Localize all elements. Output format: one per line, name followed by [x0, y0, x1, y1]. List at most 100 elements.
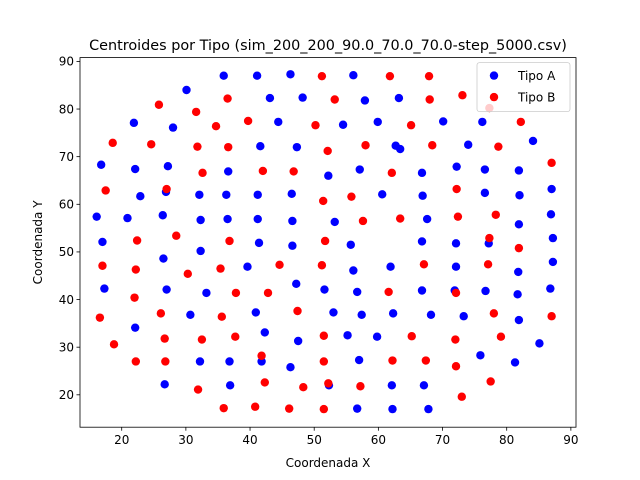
legend-marker-tipo-b	[489, 92, 499, 102]
point-tipo-a-85	[357, 310, 366, 319]
point-tipo-b-48	[483, 260, 493, 269]
point-tipo-b-8	[458, 91, 467, 100]
y-tick-label-90: 90	[59, 55, 74, 69]
x-axis-label: Coordenada X	[286, 456, 371, 470]
point-tipo-a-35	[195, 190, 204, 199]
x-tick-label-60: 60	[371, 433, 386, 447]
point-tipo-a-45	[158, 211, 167, 220]
point-tipo-b-77	[193, 385, 203, 394]
point-tipo-a-50	[330, 217, 339, 227]
point-tipo-a-86	[388, 309, 398, 318]
point-tipo-a-54	[98, 237, 107, 247]
point-tipo-a-59	[417, 237, 427, 246]
point-tipo-a-83	[251, 308, 261, 317]
point-tipo-a-33	[136, 192, 145, 201]
point-tipo-a-104	[387, 381, 397, 390]
point-tipo-a-69	[548, 257, 558, 267]
y-tick-label-30: 30	[59, 340, 74, 354]
point-tipo-a-73	[292, 279, 301, 289]
point-tipo-a-89	[514, 315, 524, 325]
point-tipo-a-105	[419, 381, 429, 390]
point-tipo-a-8	[394, 93, 404, 103]
point-tipo-a-16	[528, 136, 538, 146]
point-tipo-a-101	[286, 362, 295, 372]
point-tipo-b-15	[406, 121, 416, 130]
point-tipo-b-7	[425, 95, 434, 104]
point-tipo-b-61	[547, 312, 556, 321]
point-tipo-b-70	[131, 357, 141, 366]
point-tipo-b-80	[324, 379, 333, 388]
point-tipo-a-76	[417, 286, 427, 295]
point-tipo-a-39	[378, 190, 387, 199]
point-tipo-a-58	[346, 240, 355, 249]
point-tipo-b-60	[489, 309, 499, 318]
point-tipo-b-20	[361, 141, 370, 150]
point-tipo-a-41	[480, 188, 490, 198]
point-tipo-a-17	[96, 160, 106, 169]
point-tipo-a-78	[513, 290, 522, 299]
point-tipo-a-15	[478, 117, 487, 127]
point-tipo-a-108	[388, 404, 397, 414]
point-tipo-a-84	[329, 308, 338, 317]
point-tipo-a-31	[514, 166, 524, 175]
point-tipo-a-106	[510, 358, 520, 367]
point-tipo-b-71	[161, 357, 170, 366]
point-tipo-a-93	[372, 332, 382, 341]
point-tipo-a-97	[195, 357, 205, 366]
y-tick-label-60: 60	[59, 198, 74, 212]
point-tipo-a-24	[355, 165, 364, 174]
point-tipo-b-56	[95, 313, 105, 322]
point-tipo-a-0	[219, 71, 228, 80]
point-tipo-b-10	[108, 138, 117, 148]
point-tipo-a-51	[422, 214, 432, 224]
point-tipo-a-7	[360, 96, 370, 105]
x-tick-label-40: 40	[242, 433, 257, 447]
point-tipo-b-74	[388, 356, 397, 365]
point-tipo-a-36	[222, 190, 231, 199]
legend-label-tipo-a: Tipo A	[517, 69, 556, 83]
point-tipo-b-24	[258, 166, 268, 176]
point-tipo-a-27	[417, 168, 427, 178]
legend-marker-tipo-a	[489, 71, 499, 80]
point-tipo-b-59	[293, 306, 302, 316]
point-tipo-b-1	[385, 71, 395, 81]
point-tipo-b-86	[284, 404, 294, 413]
point-tipo-a-10	[168, 123, 178, 132]
point-tipo-b-58	[217, 312, 227, 321]
point-tipo-b-54	[384, 287, 393, 297]
point-tipo-b-46	[317, 261, 327, 270]
point-tipo-b-51	[130, 293, 139, 302]
point-tipo-b-52	[231, 288, 241, 298]
point-tipo-a-63	[159, 254, 168, 263]
point-tipo-a-62	[548, 233, 558, 243]
point-tipo-a-70	[100, 284, 109, 293]
x-tick-label-90: 90	[563, 433, 578, 447]
point-tipo-b-68	[451, 335, 460, 344]
point-tipo-b-28	[101, 186, 110, 195]
x-tick-label-20: 20	[114, 433, 129, 447]
point-tipo-b-13	[243, 116, 253, 126]
point-tipo-a-26	[395, 144, 405, 154]
point-tipo-b-40	[491, 210, 500, 219]
point-tipo-a-29	[464, 140, 473, 149]
point-tipo-b-55	[451, 288, 461, 298]
point-tipo-a-22	[292, 142, 302, 152]
point-tipo-a-57	[288, 241, 297, 250]
point-tipo-b-87	[319, 404, 329, 414]
point-tipo-b-81	[356, 382, 365, 391]
point-tipo-b-17	[193, 142, 202, 151]
point-tipo-b-4	[191, 107, 201, 117]
point-tipo-a-23	[324, 171, 333, 180]
point-tipo-b-16	[516, 117, 526, 127]
point-tipo-b-36	[320, 236, 330, 246]
point-tipo-a-109	[424, 404, 433, 414]
point-tipo-b-43	[183, 269, 192, 279]
point-tipo-b-25	[289, 167, 298, 176]
point-tipo-a-79	[481, 286, 490, 296]
point-tipo-b-11	[147, 140, 156, 149]
point-tipo-a-99	[225, 381, 235, 390]
y-tick-label-40: 40	[59, 293, 74, 307]
point-tipo-b-34	[172, 231, 181, 240]
point-tipo-b-38	[395, 214, 405, 223]
